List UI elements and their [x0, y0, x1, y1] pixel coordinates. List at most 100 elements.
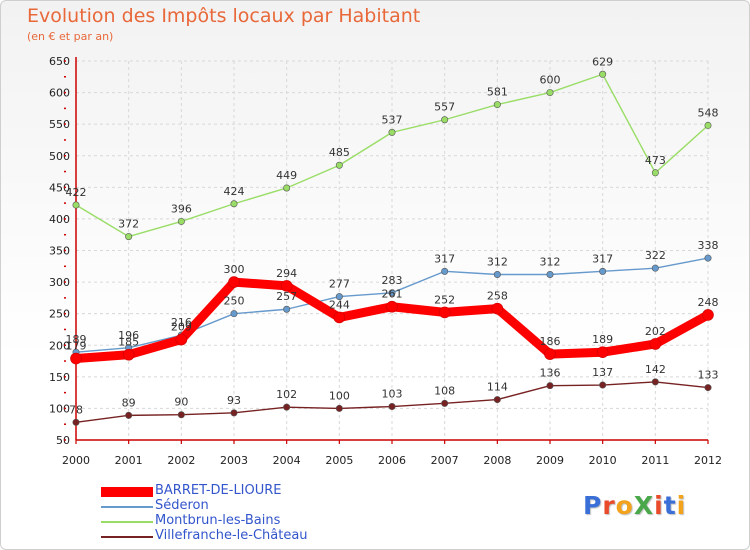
logo-letter: r [602, 491, 616, 520]
legend-swatch [101, 521, 153, 523]
data-label: 90 [174, 396, 188, 409]
logo-letter: t [663, 491, 677, 520]
data-label: 209 [171, 321, 192, 334]
y-tick-label: 350 [49, 245, 70, 258]
data-point [72, 418, 80, 426]
data-label: 196 [118, 329, 139, 342]
data-label: 317 [592, 252, 613, 265]
data-label: 93 [227, 394, 241, 407]
data-label: 103 [382, 388, 403, 401]
data-label: 424 [224, 185, 245, 198]
data-label: 102 [276, 388, 297, 401]
data-label: 312 [487, 256, 508, 269]
logo-letter: i [654, 491, 664, 520]
data-point [228, 276, 240, 288]
data-point [704, 384, 712, 392]
logo-letter: o [615, 491, 634, 520]
data-label: 261 [382, 288, 403, 301]
data-point [546, 271, 554, 279]
data-point [702, 309, 714, 321]
y-tick-label: 200 [49, 339, 70, 352]
data-point [651, 169, 659, 177]
y-tick-label: 100 [49, 402, 70, 415]
data-point [280, 280, 293, 292]
data-point [388, 289, 396, 297]
x-tick-label: 2004 [273, 454, 301, 467]
data-label: 142 [645, 363, 666, 376]
data-point [122, 348, 135, 361]
logo-letter: P [583, 491, 603, 520]
data-label: 473 [645, 154, 666, 167]
data-point [335, 161, 343, 169]
data-label: 600 [540, 74, 561, 87]
data-point [599, 70, 607, 78]
legend-label: Villefranche-le-Château [155, 528, 308, 543]
x-tick-label: 2006 [378, 454, 406, 467]
data-label: 322 [645, 249, 666, 262]
x-tick-label: 2009 [536, 454, 564, 467]
data-point [283, 184, 291, 192]
data-point [283, 403, 291, 411]
data-label: 581 [487, 86, 508, 99]
data-label: 557 [434, 101, 455, 114]
data-label: 629 [592, 55, 613, 68]
data-label: 189 [592, 333, 613, 346]
data-point [599, 381, 607, 389]
y-tick-label: 150 [49, 371, 70, 384]
data-label: 372 [118, 218, 139, 231]
data-label: 133 [698, 369, 719, 382]
data-point [177, 217, 185, 225]
x-tick-label: 2007 [431, 454, 459, 467]
data-label: 78 [69, 403, 83, 416]
data-point [125, 411, 133, 419]
data-label: 537 [382, 113, 403, 126]
data-point [441, 399, 449, 407]
data-label: 312 [540, 256, 561, 269]
data-label: 257 [276, 290, 297, 303]
data-label: 449 [276, 169, 297, 182]
data-label: 294 [276, 267, 297, 280]
y-tick-label: 450 [49, 181, 70, 194]
y-tick-label: 650 [49, 55, 70, 68]
legend-label: Séderon [155, 498, 209, 513]
logo-letter: i [676, 491, 687, 520]
data-label: 485 [329, 146, 350, 159]
data-point [177, 411, 185, 419]
data-point [70, 352, 82, 365]
data-point [386, 300, 398, 313]
data-point [493, 101, 501, 109]
data-label: 137 [592, 366, 613, 379]
data-point [388, 403, 396, 411]
data-label: 179 [66, 340, 87, 353]
y-tick-label: 500 [49, 150, 70, 163]
y-tick-label: 250 [49, 308, 70, 321]
data-label: 244 [329, 298, 350, 311]
data-point [649, 338, 662, 350]
data-label: 248 [698, 296, 719, 309]
data-label: 114 [487, 381, 508, 394]
data-point [491, 302, 504, 315]
data-label: 277 [329, 278, 350, 291]
data-point [704, 254, 712, 262]
data-label: 338 [698, 239, 719, 252]
x-tick-label: 2005 [325, 454, 353, 467]
legend-swatch [101, 506, 153, 508]
data-point [335, 404, 343, 412]
data-label: 283 [382, 274, 403, 287]
data-point [388, 128, 396, 136]
legend-swatch [101, 536, 153, 538]
data-label: 422 [66, 186, 87, 199]
data-point [599, 267, 607, 275]
y-tick-label: 400 [49, 213, 70, 226]
data-point [546, 89, 554, 97]
x-tick-label: 2002 [167, 454, 195, 467]
data-point [493, 396, 501, 404]
logo-letter: X [633, 491, 655, 520]
data-point [546, 382, 554, 390]
x-tick-label: 2012 [694, 454, 722, 467]
data-point [493, 271, 501, 279]
x-tick-label: 2008 [483, 454, 511, 467]
data-label: 548 [698, 106, 719, 119]
data-label: 216 [171, 316, 192, 329]
